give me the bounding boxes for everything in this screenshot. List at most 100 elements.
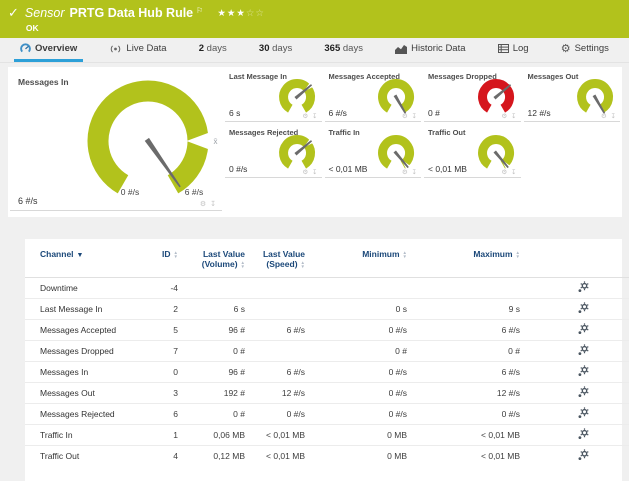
gear-icon[interactable]: ⚙	[600, 113, 608, 120]
table-row[interactable]: Messages Accepted 5 96 #6 #/s 0 #/s 6 #/s	[25, 319, 629, 341]
tile-action-icons: ⚙ ↧	[402, 168, 418, 176]
channel-table: Channel ▼ ID ▲ ▼ Last Value (Volume) ▲ ▼ Last Val…	[25, 239, 629, 467]
gear-icon[interactable]: ⚙	[302, 169, 310, 176]
priority-stars[interactable]: ★★★☆☆	[217, 8, 265, 19]
pin-icon[interactable]: ↧	[610, 113, 617, 120]
cell-last-value-volume: 0 #	[190, 403, 250, 425]
channel-settings-gear-icon[interactable]	[577, 407, 590, 419]
channel-settings-gear-icon[interactable]	[577, 365, 590, 377]
tab-settings[interactable]: ⚙ Settings	[560, 42, 609, 55]
cell-maximum: 0 #	[415, 340, 525, 362]
sort-icon[interactable]: ▲ ▼	[300, 259, 305, 269]
pin-icon[interactable]: ↧	[511, 169, 518, 176]
gauges-panel: Messages In x̄ 0 #/s 6 #/s 6 #/s ⚙ ↧ Las…	[8, 67, 622, 217]
sort-icon[interactable]: ▲ ▼	[173, 249, 178, 259]
gauge-label: Traffic In	[328, 128, 360, 137]
table-row[interactable]: Messages In 0 96 #6 #/s 0 #/s 6 #/s	[25, 361, 629, 383]
flag-icon[interactable]: ⚐	[196, 6, 204, 15]
pin-icon[interactable]: ↧	[312, 169, 319, 176]
cell-id: 6	[155, 403, 190, 425]
tab-live-data[interactable]: Live Data	[103, 38, 172, 62]
channel-settings-gear-icon[interactable]	[577, 428, 590, 440]
mini-gauge-tile-last-message-in: Last Message In 6 s ⚙ ↧	[225, 69, 322, 122]
tab-historic-data[interactable]: Historic Data	[389, 38, 471, 62]
table-row[interactable]: Traffic In 1 0,06 MB < 0,01 MB 0 MB < 0,01 MB	[25, 424, 629, 446]
channel-settings-gear-icon[interactable]	[577, 281, 590, 293]
cell-maximum: < 0,01 MB	[415, 424, 525, 446]
cell-maximum: 6 #/s	[415, 361, 525, 383]
gauge-scale-max: 6 #/s	[184, 187, 204, 197]
channel-settings-gear-icon[interactable]	[577, 302, 590, 314]
gear-icon[interactable]: ⚙	[199, 201, 208, 208]
gear-icon[interactable]: ⚙	[501, 169, 509, 176]
cell-id: 3	[155, 382, 190, 404]
channel-settings-gear-icon[interactable]	[577, 449, 590, 461]
tile-action-icons: ⚙ ↧	[501, 168, 517, 176]
cell-last-value-speed: < 0,01 MB	[250, 445, 310, 467]
sort-icon[interactable]: ▲ ▼	[515, 249, 520, 259]
gear-icon[interactable]: ⚙	[302, 113, 310, 120]
sort-icon[interactable]: ▲ ▼	[240, 259, 245, 269]
channel-settings-gear-icon[interactable]	[577, 323, 590, 335]
gauge-label: Traffic Out	[428, 128, 466, 137]
column-header-minimum[interactable]: Minimum ▲ ▼	[362, 249, 407, 259]
cell-actions	[525, 340, 629, 362]
channel-settings-gear-icon[interactable]	[577, 344, 590, 356]
pin-icon[interactable]: ↧	[312, 113, 319, 120]
table-row[interactable]: Messages Dropped 7 0 #0 #0 #	[25, 340, 629, 362]
table-row[interactable]: Messages Rejected 6 0 #0 #/s 0 #/s 0 #/s	[25, 403, 629, 425]
tab-log[interactable]: Log	[492, 38, 535, 62]
cell-last-value-speed: 12 #/s	[250, 382, 310, 404]
cell-last-value-volume: 192 #	[190, 382, 250, 404]
column-header-maximum[interactable]: Maximum ▲ ▼	[473, 249, 520, 259]
pin-icon[interactable]: ↧	[411, 113, 418, 120]
broadcast-icon	[111, 44, 121, 53]
gear-icon[interactable]: ⚙	[401, 113, 409, 120]
cell-channel: Messages In	[25, 361, 155, 383]
cell-maximum: 0 #/s	[415, 403, 525, 425]
mini-gauge-tile-messages-dropped: Messages Dropped 0 # ⚙ ↧	[424, 69, 521, 122]
cell-last-value-speed: 6 #/s	[250, 319, 310, 341]
gauge-current-value: 6 s	[229, 108, 241, 118]
tile-action-icons: ⚙ ↧	[402, 112, 418, 120]
table-row[interactable]: Traffic Out 4 0,12 MB < 0,01 MB 0 MB < 0,01 M…	[25, 445, 629, 467]
cell-last-value-volume	[190, 277, 250, 299]
column-header-last-value[interactable]: Last Value (Volume) ▲ ▼	[201, 249, 245, 269]
sensor-type-label: Sensor	[24, 6, 65, 20]
column-header-last-value[interactable]: Last Value (Speed) ▲ ▼	[262, 249, 305, 269]
gear-icon[interactable]: ⚙	[401, 169, 409, 176]
gear-icon: ⚙	[560, 42, 571, 55]
gauge-label: Messages Rejected	[229, 128, 299, 137]
cell-channel: Messages Rejected	[25, 403, 155, 425]
pin-icon[interactable]: ↧	[511, 113, 518, 120]
cell-id: -4	[155, 277, 190, 299]
table-row[interactable]: Downtime -4	[25, 277, 629, 299]
tab-days365[interactable]: 365 days	[324, 43, 363, 54]
sort-icon[interactable]: ▲ ▼	[402, 249, 407, 259]
cell-channel: Downtime	[25, 277, 155, 299]
pin-icon[interactable]: ↧	[210, 201, 217, 208]
cell-last-value-volume: 6 s	[190, 298, 250, 320]
mini-gauge-tile-traffic-out: Traffic Out < 0,01 MB ⚙ ↧	[424, 125, 521, 178]
column-header-id[interactable]: ID ▲ ▼	[162, 249, 178, 259]
cell-channel: Messages Dropped	[25, 340, 155, 362]
channel-settings-gear-icon[interactable]	[577, 386, 590, 398]
column-header-channel[interactable]: Channel ▼	[40, 249, 84, 259]
tile-action-icons: ⚙ ↧	[501, 112, 517, 120]
gear-icon[interactable]: ⚙	[501, 113, 509, 120]
cell-maximum: < 0,01 MB	[415, 445, 525, 467]
gauge-chart	[271, 132, 321, 179]
pin-icon[interactable]: ↧	[411, 169, 418, 176]
cell-minimum: 0 #	[310, 340, 415, 362]
tab-days2[interactable]: 2 days	[198, 43, 227, 54]
tab-overview[interactable]: Overview	[14, 38, 84, 62]
gauge-current-value: 12 #/s	[527, 108, 551, 118]
tab-days30[interactable]: 30 days	[258, 43, 293, 54]
overview-gauge-icon	[20, 43, 31, 53]
table-row[interactable]: Messages Out 3 192 #12 #/s 0 #/s 12 #/s	[25, 382, 629, 404]
log-icon	[497, 44, 509, 53]
cell-minimum: 0 #/s	[310, 319, 415, 341]
cell-maximum: 6 #/s	[415, 319, 525, 341]
